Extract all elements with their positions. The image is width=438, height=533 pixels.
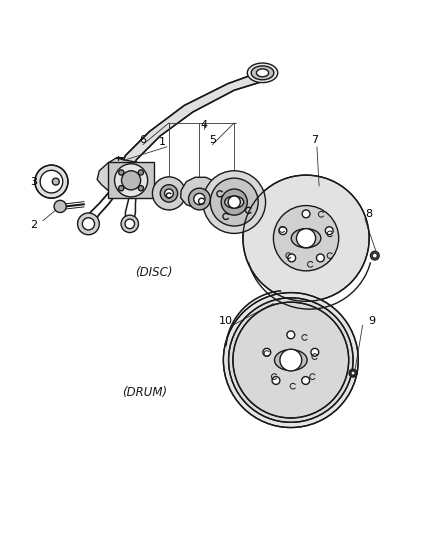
Circle shape xyxy=(233,302,349,418)
Circle shape xyxy=(287,331,295,339)
Ellipse shape xyxy=(251,66,274,80)
Circle shape xyxy=(54,200,66,213)
Circle shape xyxy=(152,177,185,210)
Circle shape xyxy=(228,196,240,208)
Circle shape xyxy=(78,213,99,235)
Ellipse shape xyxy=(256,69,268,77)
Circle shape xyxy=(311,349,319,356)
Circle shape xyxy=(302,210,310,218)
Circle shape xyxy=(35,165,68,198)
Polygon shape xyxy=(119,75,262,173)
Circle shape xyxy=(121,215,138,232)
Text: (DRUM): (DRUM) xyxy=(123,386,168,399)
Ellipse shape xyxy=(275,350,307,370)
Circle shape xyxy=(272,377,280,384)
Circle shape xyxy=(138,170,144,175)
Circle shape xyxy=(223,293,358,427)
Circle shape xyxy=(82,218,95,230)
Circle shape xyxy=(160,184,178,202)
Circle shape xyxy=(229,298,353,422)
Text: 5: 5 xyxy=(209,135,216,146)
Text: 3: 3 xyxy=(31,176,38,187)
Text: 2: 2 xyxy=(31,220,38,230)
Circle shape xyxy=(280,349,302,371)
Circle shape xyxy=(288,254,296,262)
Circle shape xyxy=(372,253,378,258)
Circle shape xyxy=(119,185,124,191)
Ellipse shape xyxy=(247,63,278,83)
Circle shape xyxy=(119,170,124,175)
Text: 6: 6 xyxy=(139,135,146,146)
Circle shape xyxy=(194,193,205,205)
Circle shape xyxy=(243,175,369,301)
Circle shape xyxy=(273,206,339,271)
Circle shape xyxy=(371,251,379,260)
Polygon shape xyxy=(97,158,152,195)
Ellipse shape xyxy=(291,229,321,248)
Circle shape xyxy=(302,377,310,384)
Circle shape xyxy=(125,219,134,229)
Circle shape xyxy=(188,188,210,210)
Polygon shape xyxy=(109,162,154,198)
Circle shape xyxy=(115,164,148,197)
Text: 8: 8 xyxy=(366,209,373,219)
Text: 10: 10 xyxy=(219,316,233,326)
Circle shape xyxy=(221,189,247,215)
Circle shape xyxy=(52,178,59,185)
Text: 1: 1 xyxy=(159,138,166,148)
Text: (DISC): (DISC) xyxy=(135,265,173,279)
Polygon shape xyxy=(181,177,217,208)
Circle shape xyxy=(263,349,271,356)
Text: 4: 4 xyxy=(200,120,207,130)
Circle shape xyxy=(203,171,265,233)
Circle shape xyxy=(325,227,333,235)
Circle shape xyxy=(279,227,287,235)
Text: 7: 7 xyxy=(311,135,318,146)
Circle shape xyxy=(351,371,355,375)
Circle shape xyxy=(121,171,141,190)
Circle shape xyxy=(40,171,63,193)
Circle shape xyxy=(349,369,357,377)
Text: 9: 9 xyxy=(368,316,375,326)
Circle shape xyxy=(165,189,173,198)
Circle shape xyxy=(316,254,324,262)
Circle shape xyxy=(297,229,316,248)
Circle shape xyxy=(210,178,258,226)
Circle shape xyxy=(138,185,144,191)
Ellipse shape xyxy=(225,196,244,208)
